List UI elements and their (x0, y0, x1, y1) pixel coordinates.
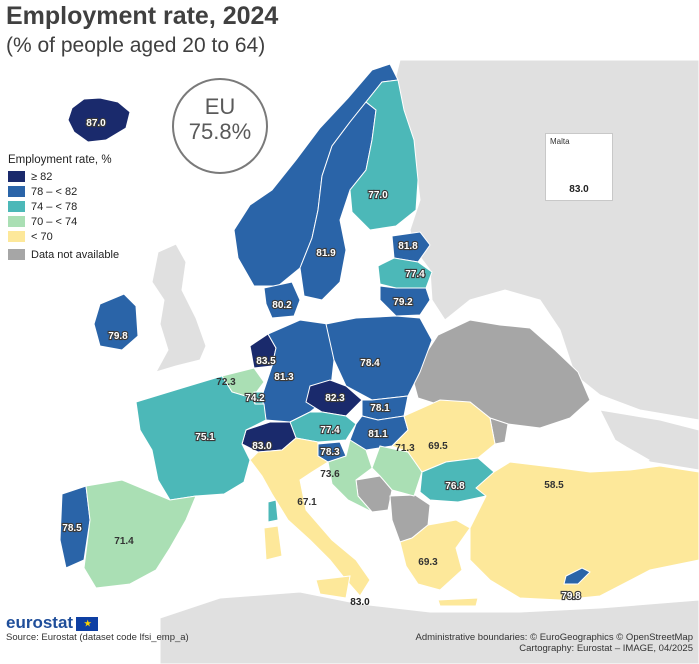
value-label-ireland: 79.8 (108, 331, 128, 342)
value-label-bulgaria: 76.8 (445, 481, 465, 492)
legend-title: Employment rate, % (8, 154, 112, 166)
country-sicily (315, 575, 351, 599)
eu-average-badge: EU 75.8% (172, 78, 268, 174)
value-label-sweden: 81.9 (316, 248, 336, 259)
legend-label: ≥ 82 (31, 170, 53, 183)
value-label-italy: 67.1 (297, 497, 317, 508)
value-label-cyprus: 79.8 (561, 591, 581, 602)
eurostat-logo: eurostat ★ (6, 613, 99, 633)
country-france (135, 375, 267, 501)
country-estonia (391, 231, 431, 263)
legend: Employment rate, % ≥ 82 78 – < 82 74 – <… (8, 152, 124, 264)
eu-average-label: EU (204, 94, 236, 119)
legend-item: 70 – < 74 (8, 214, 119, 229)
legend-item: ≥ 82 (8, 169, 119, 184)
legend-swatch (8, 171, 25, 182)
value-label-spain: 71.4 (114, 536, 134, 547)
legend-label: 70 – < 74 (31, 215, 78, 228)
value-label-trkiye: 58.5 (544, 480, 564, 491)
value-labels: 87.0 81.9 77.0 81.8 77.4 79.2 79.8 80.2 83.5 72.3… (61, 117, 582, 608)
country-italy (249, 437, 371, 597)
value-label-france: 75.1 (195, 432, 215, 443)
countries (59, 63, 699, 607)
value-label-netherlands: 83.5 (256, 356, 276, 367)
country-sardinia (263, 525, 283, 561)
country-poland (325, 315, 433, 401)
non-eu-land (151, 59, 699, 664)
value-label-croatia: 73.6 (320, 469, 340, 480)
value-label-belgium: 72.3 (216, 377, 236, 388)
value-label-slovenia: 78.3 (320, 447, 340, 458)
country-denmark (263, 281, 301, 319)
map-title: Employment rate, 2024 (6, 2, 279, 30)
eu-average-value: 75.8% (188, 119, 252, 144)
value-label-lithuania: 79.2 (393, 297, 413, 308)
country-iceland (67, 97, 131, 143)
legend-item: Data not available (8, 247, 119, 262)
value-label-iceland: 87.0 (86, 118, 106, 129)
value-label-czechia: 82.3 (325, 393, 345, 404)
legend-swatch (8, 231, 25, 242)
value-label-latvia: 77.4 (405, 269, 425, 280)
eu-flag-icon: ★ (76, 616, 99, 631)
legend-label: 74 – < 78 (31, 200, 78, 213)
value-label-estonia: 81.8 (398, 241, 418, 252)
legend-label: Data not available (31, 248, 120, 261)
country-spain (83, 479, 197, 589)
legend-label: < 70 (31, 230, 53, 243)
value-label-denmark: 80.2 (272, 300, 292, 311)
country-lithuania (379, 285, 431, 317)
country-croatia (327, 439, 373, 513)
value-label-luxembourg: 74.2 (245, 393, 265, 404)
value-label-germany: 81.3 (274, 372, 294, 383)
value-label-sicily: 83.0 (350, 597, 370, 608)
country-romania (391, 399, 496, 473)
legend-swatch (8, 249, 25, 260)
legend-swatch (8, 201, 25, 212)
legend-item: 78 – < 82 (8, 184, 119, 199)
malta-inset-name: Malta (550, 137, 570, 146)
credits-boundaries: Administrative boundaries: © EuroGeograp… (415, 632, 694, 643)
map-subtitle: (% of people aged 20 to 64) (6, 34, 266, 57)
country-latvia (377, 257, 433, 289)
value-label-finland: 77.0 (368, 190, 388, 201)
country-czechia (305, 379, 363, 417)
source-note: Source: Eurostat (dataset code lfsi_emp_… (6, 632, 189, 643)
value-label-austria: 77.4 (320, 425, 340, 436)
value-label-portugal: 78.5 (62, 523, 82, 534)
country-turkey (469, 461, 699, 601)
value-label-greece: 69.3 (418, 557, 438, 568)
legend-item: < 70 (8, 229, 119, 244)
great-britain (151, 243, 207, 373)
credits: Administrative boundaries: © EuroGeograp… (416, 632, 694, 654)
value-label-switzerland: 83.0 (252, 441, 272, 452)
value-label-poland: 78.4 (360, 358, 380, 369)
legend-swatch (8, 186, 25, 197)
malta-inset: Malta 83.0 (545, 133, 613, 201)
country-crete (437, 597, 479, 607)
value-label-serbia: 71.3 (395, 443, 415, 454)
country-cyprus (563, 567, 591, 585)
eurostat-wordmark: eurostat (6, 613, 74, 632)
value-label-slovakia: 78.1 (370, 403, 390, 414)
value-label-hungary: 81.1 (368, 429, 388, 440)
legend-item: 74 – < 78 (8, 199, 119, 214)
black-sea (505, 430, 650, 472)
credits-cartography: Cartography: Eurostat – IMAGE, 04/2025 (519, 643, 693, 654)
malta-inset-value: 83.0 (569, 184, 589, 195)
country-finland (349, 79, 419, 231)
country-ireland (93, 293, 139, 351)
legend-swatch (8, 216, 25, 227)
value-label-romania: 69.5 (428, 441, 448, 452)
legend-label: 78 – < 82 (31, 185, 78, 198)
north-africa (159, 591, 699, 664)
country-corsica (267, 499, 279, 523)
country-greece (399, 519, 471, 591)
